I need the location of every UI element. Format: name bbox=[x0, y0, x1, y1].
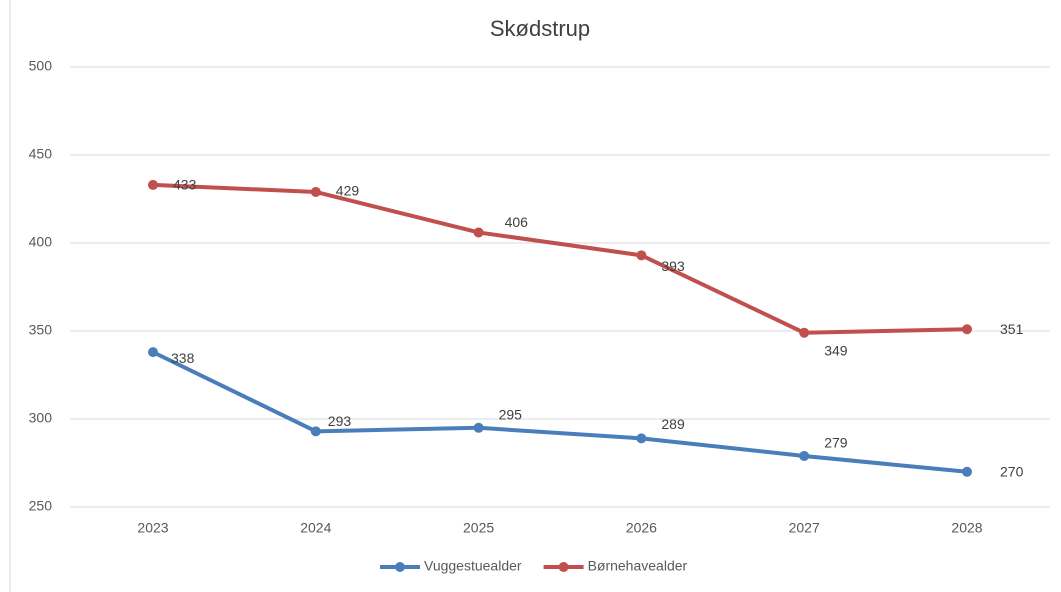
data-point bbox=[310, 186, 321, 197]
y-tick-label: 300 bbox=[29, 410, 53, 426]
data-point bbox=[636, 433, 647, 444]
data-point bbox=[473, 227, 484, 238]
data-point bbox=[148, 347, 158, 358]
data-label: 270 bbox=[1000, 464, 1024, 480]
x-tick-label: 2028 bbox=[951, 520, 982, 536]
data-label: 295 bbox=[499, 407, 523, 423]
data-label: 393 bbox=[661, 258, 685, 274]
data-point bbox=[799, 327, 810, 338]
x-tick-label: 2027 bbox=[789, 520, 820, 536]
y-tick-label: 350 bbox=[29, 322, 53, 338]
data-label: 293 bbox=[328, 413, 352, 429]
series-line bbox=[152, 350, 968, 474]
x-tick-label: 2025 bbox=[463, 520, 494, 536]
data-label: 289 bbox=[661, 416, 685, 432]
data-point bbox=[148, 179, 158, 190]
data-label: 349 bbox=[824, 342, 848, 358]
data-point bbox=[636, 250, 647, 261]
y-tick-label: 500 bbox=[29, 58, 53, 74]
x-tick-label: 2023 bbox=[137, 520, 168, 536]
legend-label: Børnehavealder bbox=[588, 558, 688, 574]
data-label: 433 bbox=[173, 177, 197, 193]
chart-title: Skødstrup bbox=[490, 16, 590, 41]
y-tick-label: 250 bbox=[29, 498, 53, 514]
series-line bbox=[152, 182, 968, 335]
data-label: 338 bbox=[171, 350, 195, 366]
data-point bbox=[310, 426, 321, 437]
x-tick-label: 2026 bbox=[626, 520, 657, 536]
data-label: 429 bbox=[336, 183, 360, 199]
x-tick-label: 2024 bbox=[300, 520, 331, 536]
legend-marker bbox=[395, 562, 405, 572]
y-tick-label: 400 bbox=[29, 234, 53, 250]
data-point bbox=[799, 450, 810, 461]
data-label: 279 bbox=[824, 435, 848, 451]
legend-marker bbox=[558, 562, 569, 572]
data-point bbox=[962, 466, 972, 477]
data-point bbox=[962, 324, 972, 335]
legend-label: Vuggestuealder bbox=[424, 558, 522, 574]
y-tick-label: 450 bbox=[29, 146, 53, 162]
data-label: 406 bbox=[505, 214, 529, 230]
data-point bbox=[473, 422, 484, 433]
data-label: 351 bbox=[1000, 321, 1024, 337]
